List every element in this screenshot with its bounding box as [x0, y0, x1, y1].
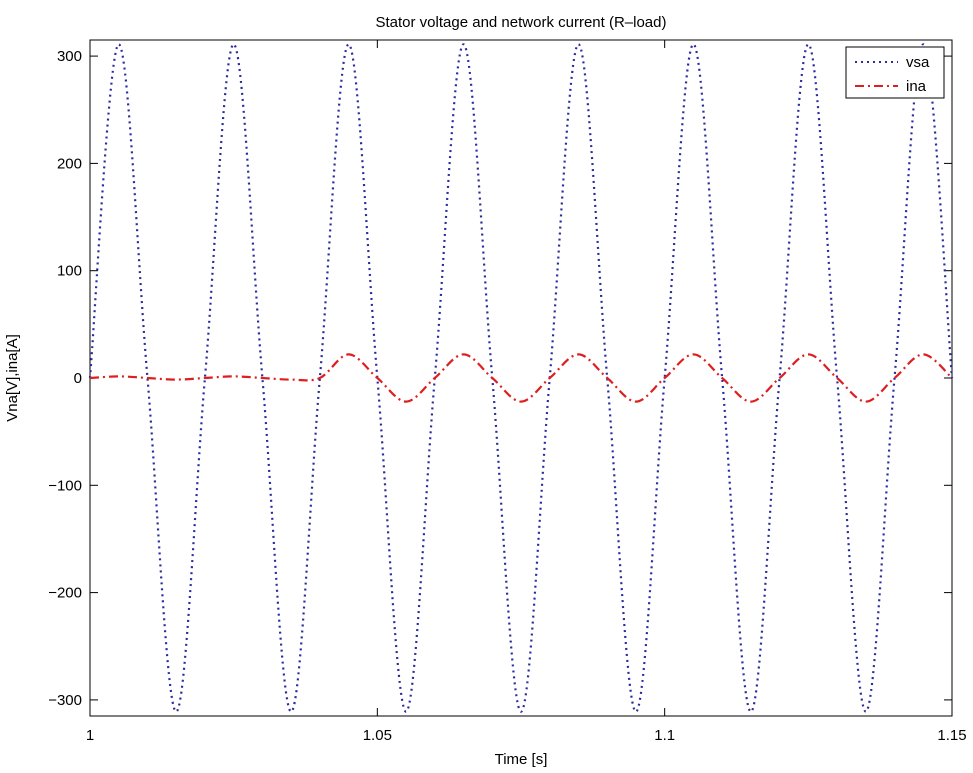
x-tick-label: 1.1: [654, 727, 675, 744]
legend-label-vsa: vsa: [906, 54, 930, 71]
series-layer: [88, 43, 954, 713]
x-tick-label: 1.05: [363, 727, 392, 744]
plot-area: [89, 39, 953, 717]
y-tick-label: 200: [57, 155, 82, 172]
y-tick-label: −100: [48, 477, 82, 494]
x-axis-title: Time [s]: [495, 751, 548, 768]
y-tick-label: 300: [57, 48, 82, 65]
y-tick-label: 100: [57, 263, 82, 280]
y-tick-label: −300: [48, 692, 82, 709]
legend-label-ina: ina: [906, 78, 927, 95]
legend: vsa ina: [845, 46, 945, 99]
x-tick-label: 1.15: [937, 727, 966, 744]
legend-box: [845, 46, 945, 99]
x-tick-label: 1: [86, 727, 94, 744]
y-axis-title: Vna[V],ina[A]: [4, 334, 21, 422]
y-tick-label: 0: [74, 370, 82, 387]
series-line-vsa: [88, 43, 954, 713]
x-axis: 1 1.05 1.1 1.15: [86, 40, 967, 744]
series-line-ina: [89, 353, 953, 403]
y-axis: 300 200 100 0 −100 −200 −300: [48, 48, 952, 709]
y-tick-label: −200: [48, 585, 82, 602]
chart-title: Stator voltage and network current (R–lo…: [376, 14, 667, 31]
